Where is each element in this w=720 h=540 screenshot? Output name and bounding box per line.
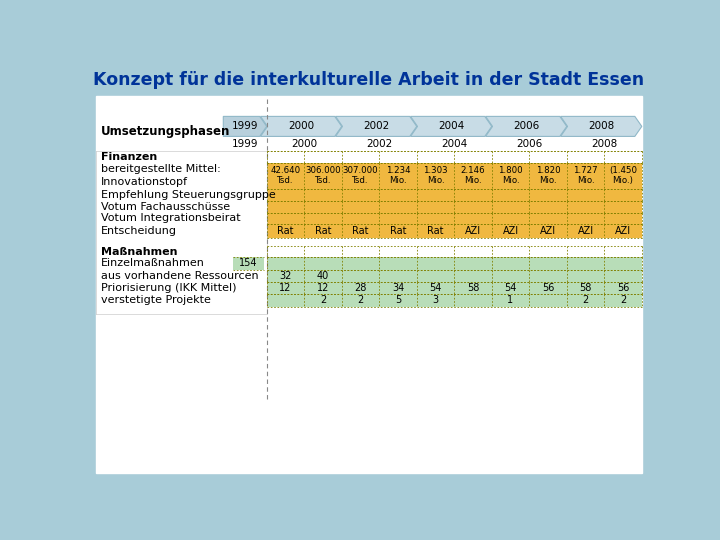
Text: AZI: AZI xyxy=(503,226,518,236)
Polygon shape xyxy=(261,117,342,137)
Text: Empfehlung Steuerungsgruppe: Empfehlung Steuerungsgruppe xyxy=(101,190,276,200)
Text: 54: 54 xyxy=(504,283,517,293)
Text: 1.303
Mio.: 1.303 Mio. xyxy=(423,166,448,185)
Text: 56: 56 xyxy=(617,283,629,293)
Text: 58: 58 xyxy=(467,283,480,293)
Text: Rat: Rat xyxy=(277,226,294,236)
FancyBboxPatch shape xyxy=(266,294,642,307)
Text: 1999: 1999 xyxy=(232,139,258,149)
Text: aus vorhandene Ressourcen: aus vorhandene Ressourcen xyxy=(101,271,258,281)
Text: Rat: Rat xyxy=(427,226,444,236)
Text: 2004: 2004 xyxy=(438,122,464,131)
Text: 34: 34 xyxy=(392,283,404,293)
Text: 2004: 2004 xyxy=(441,139,467,149)
Text: 2000: 2000 xyxy=(291,139,318,149)
FancyBboxPatch shape xyxy=(266,269,642,282)
Text: Finanzen: Finanzen xyxy=(101,152,157,162)
Polygon shape xyxy=(561,117,642,137)
Text: Priorisierung (IKK Mittel): Priorisierung (IKK Mittel) xyxy=(101,283,236,293)
Text: 58: 58 xyxy=(580,283,592,293)
Polygon shape xyxy=(223,117,266,137)
Polygon shape xyxy=(410,117,492,137)
FancyBboxPatch shape xyxy=(266,189,642,201)
Text: 2002: 2002 xyxy=(366,139,392,149)
Text: 2008: 2008 xyxy=(591,139,618,149)
Text: 2: 2 xyxy=(620,295,626,306)
FancyBboxPatch shape xyxy=(266,213,642,224)
Text: 1.727
Mio.: 1.727 Mio. xyxy=(573,166,598,185)
Text: 306.000
Tsd.: 306.000 Tsd. xyxy=(305,166,341,185)
Text: 2006: 2006 xyxy=(513,122,539,131)
Text: 40: 40 xyxy=(317,271,329,281)
Text: Entscheidung: Entscheidung xyxy=(101,226,177,236)
FancyBboxPatch shape xyxy=(266,257,642,269)
Text: 28: 28 xyxy=(354,283,366,293)
Text: AZI: AZI xyxy=(465,226,481,236)
FancyBboxPatch shape xyxy=(266,163,642,189)
Text: (1.450
Mio.): (1.450 Mio.) xyxy=(609,166,637,185)
Text: Maßnahmen: Maßnahmen xyxy=(101,247,177,256)
Text: 307.000
Tsd.: 307.000 Tsd. xyxy=(343,166,378,185)
Text: 2.146
Mio.: 2.146 Mio. xyxy=(461,166,485,185)
Text: Einzelmaßnahmen: Einzelmaßnahmen xyxy=(101,259,204,268)
Text: verstetigte Projekte: verstetigte Projekte xyxy=(101,295,211,306)
Text: AZI: AZI xyxy=(540,226,556,236)
Text: 2: 2 xyxy=(582,295,589,306)
Text: bereitgestellte Mittel:
Innovationstopf: bereitgestellte Mittel: Innovationstopf xyxy=(101,165,220,187)
Text: Rat: Rat xyxy=(390,226,406,236)
Text: 1999: 1999 xyxy=(232,122,258,131)
Polygon shape xyxy=(336,117,417,137)
Polygon shape xyxy=(485,117,567,137)
Text: AZI: AZI xyxy=(615,226,631,236)
Text: 54: 54 xyxy=(429,283,441,293)
Text: 1: 1 xyxy=(508,295,513,306)
Text: 2: 2 xyxy=(357,295,364,306)
Text: 154: 154 xyxy=(239,259,257,268)
Text: AZI: AZI xyxy=(577,226,593,236)
Text: 2008: 2008 xyxy=(588,122,614,131)
Text: 2002: 2002 xyxy=(363,122,390,131)
Text: 12: 12 xyxy=(317,283,329,293)
Text: Umsetzungsphasen: Umsetzungsphasen xyxy=(101,125,230,138)
Text: 42.640
Tsd.: 42.640 Tsd. xyxy=(271,166,300,185)
FancyBboxPatch shape xyxy=(266,224,642,238)
Text: Konzept für die interkulturelle Arbeit in der Stadt Essen: Konzept für die interkulturelle Arbeit i… xyxy=(94,71,644,89)
Text: 12: 12 xyxy=(279,283,292,293)
Text: 2000: 2000 xyxy=(288,122,314,131)
Text: 2: 2 xyxy=(320,295,326,306)
Text: 1.800
Mio.: 1.800 Mio. xyxy=(498,166,523,185)
Text: Rat: Rat xyxy=(352,226,369,236)
Text: 2006: 2006 xyxy=(516,139,542,149)
FancyBboxPatch shape xyxy=(266,282,642,294)
FancyBboxPatch shape xyxy=(266,201,642,213)
Text: 3: 3 xyxy=(433,295,438,306)
Text: 56: 56 xyxy=(542,283,554,293)
FancyBboxPatch shape xyxy=(96,96,642,473)
Text: 5: 5 xyxy=(395,295,401,306)
Text: 1.820
Mio.: 1.820 Mio. xyxy=(536,166,560,185)
Text: 1.234
Mio.: 1.234 Mio. xyxy=(386,166,410,185)
FancyBboxPatch shape xyxy=(233,257,264,269)
Text: Votum Fachausschüsse: Votum Fachausschüsse xyxy=(101,202,230,212)
Text: Rat: Rat xyxy=(315,226,331,236)
Text: 32: 32 xyxy=(279,271,292,281)
Text: Votum Integrationsbeirat: Votum Integrationsbeirat xyxy=(101,213,240,224)
